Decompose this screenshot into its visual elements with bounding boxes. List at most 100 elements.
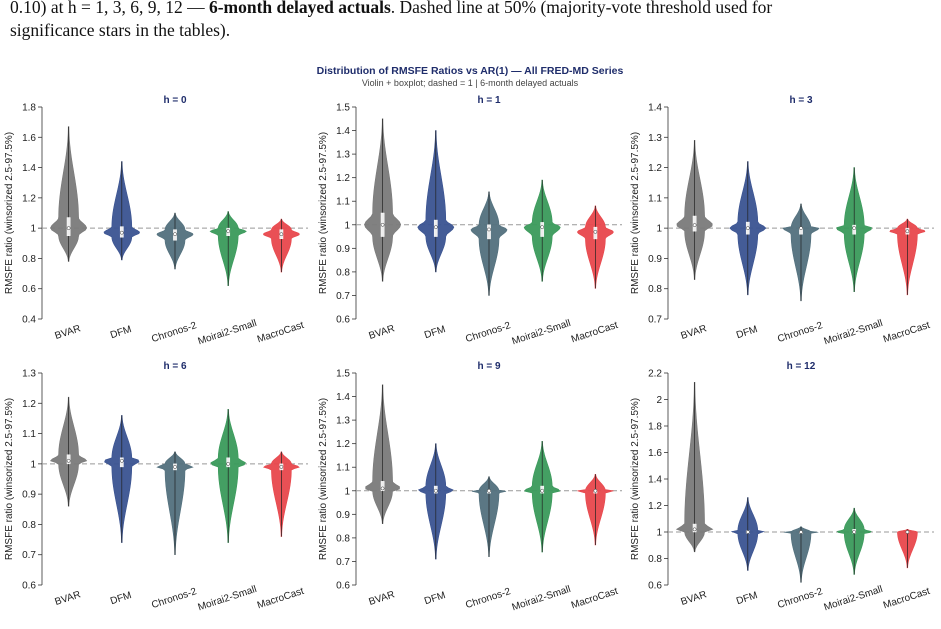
median [905,229,910,234]
y-tick-label: 1 [656,528,662,539]
x-tick-label: BVAR [680,589,709,608]
y-tick-label: 0.9 [22,490,36,501]
x-tick-label: Moirai2-Small [511,318,573,347]
x-tick-label: Chronos-2 [464,320,512,345]
median [380,222,385,227]
y-tick-label: 0.4 [22,315,36,326]
y-tick-label: 1.8 [648,422,662,433]
y-tick-label: 1.3 [336,150,350,161]
caption-text: . Dashed line at 50% (majority-vote thre… [390,0,773,17]
y-tick-label: 1.1 [648,193,662,204]
y-tick-label: 1.6 [648,448,662,459]
caption-bold: 6-month delayed actuals [208,0,391,17]
y-tick-label: 0.7 [648,315,662,326]
median [745,226,750,230]
x-tick-label: DFM [735,324,759,341]
y-tick-label: 2 [656,395,662,406]
panel-title: h = 1 [477,95,501,106]
median [66,226,71,230]
y-tick-label: 1 [30,459,36,470]
y-tick-label: 0.6 [648,581,662,592]
figure-title: Distribution of RMSFE Ratios vs AR(1) — … [317,65,624,77]
median [119,230,124,235]
median [799,226,803,230]
median [692,223,697,227]
median [852,530,857,534]
median [66,458,71,463]
median [540,488,545,493]
x-tick-label: Moirai2-Small [823,318,885,347]
median [279,465,284,469]
x-tick-label: DFM [735,590,759,607]
y-tick-label: 0.7 [22,550,36,561]
median [380,486,385,491]
caption-line: significance stars in the tables). [10,20,231,40]
y-tick-label: 1.2 [336,173,350,184]
y-tick-label: 1.3 [336,416,350,427]
y-tick-label: 0.9 [336,510,350,521]
y-tick-label: 1.4 [336,126,350,137]
panel: h = 9 RMSFE ratio (winsorized 2.5-97.5%) 0… [318,361,622,613]
y-tick-label: 0.8 [336,267,350,278]
y-tick-label: 0.8 [648,284,662,295]
median [745,530,750,534]
y-tick-label: 1.5 [336,369,350,380]
median [692,527,697,532]
x-tick-label: DFM [109,590,133,607]
median [173,465,177,469]
median [540,225,545,229]
panel-title: h = 0 [163,95,187,106]
y-tick-label: 1.1 [336,463,350,474]
y-tick-label: 0.8 [22,520,36,531]
y-tick-label: 1 [30,224,36,235]
y-tick-label: 0.8 [648,554,662,565]
figure-subtitle: Violin + boxplot; dashed = 1 | 6-month d… [362,78,579,88]
x-tick-label: Chronos-2 [150,320,198,345]
x-tick-label: BVAR [680,323,709,342]
x-tick-label: Chronos-2 [150,586,198,611]
caption-text: 0.10) at h = 1, 3, 6, 9, 12 — [10,0,209,17]
x-tick-label: Moirai2-Small [197,584,259,613]
y-tick-label: 1.2 [336,439,350,450]
y-tick-label: 0.9 [336,244,350,255]
median [173,232,177,237]
panel: h = 12 RMSFE ratio (winsorized 2.5-97.5%)… [630,361,934,613]
median [593,229,598,234]
x-tick-label: Moirai2-Small [197,318,259,347]
y-axis-label: RMSFE ratio (winsorized 2.5-97.5%) [4,132,15,294]
y-tick-label: 1 [344,220,350,231]
caption-line: 0.10) at h = 1, 3, 6, 9, 12 — 6-month de… [10,0,935,19]
panel-title: h = 3 [789,95,813,106]
y-tick-label: 1.1 [336,197,350,208]
y-tick-label: 0.6 [336,315,350,326]
y-tick-label: 1.8 [22,103,36,114]
y-tick-label: 1.3 [648,133,662,144]
x-tick-label: Chronos-2 [776,586,824,611]
y-tick-label: 1.4 [648,475,662,486]
x-tick-label: MacroCast [570,320,620,345]
x-tick-label: Moirai2-Small [511,584,573,613]
x-tick-label: MacroCast [882,586,932,611]
panel: h = 1 RMSFE ratio (winsorized 2.5-97.5%) 0… [318,95,622,347]
x-tick-label: Chronos-2 [776,320,824,345]
panel-title: h = 9 [477,361,501,372]
y-tick-label: 0.6 [22,581,36,592]
box [487,224,491,240]
median [487,227,491,232]
y-axis-label: RMSFE ratio (winsorized 2.5-97.5%) [318,398,329,560]
y-axis-label: RMSFE ratio (winsorized 2.5-97.5%) [630,132,641,294]
median [279,232,284,237]
median [799,530,803,534]
x-tick-label: MacroCast [882,320,932,345]
caption: 0.10) at h = 1, 3, 6, 9, 12 — 6-month de… [10,0,935,42]
median [852,226,857,230]
x-tick-label: DFM [423,324,447,341]
median [226,229,231,234]
y-tick-label: 1 [344,486,350,497]
median [487,488,491,493]
median [226,462,231,466]
y-tick-label: 1.5 [336,103,350,114]
x-tick-label: DFM [109,324,133,341]
panel: h = 6 RMSFE ratio (winsorized 2.5-97.5%) 0… [4,361,308,613]
